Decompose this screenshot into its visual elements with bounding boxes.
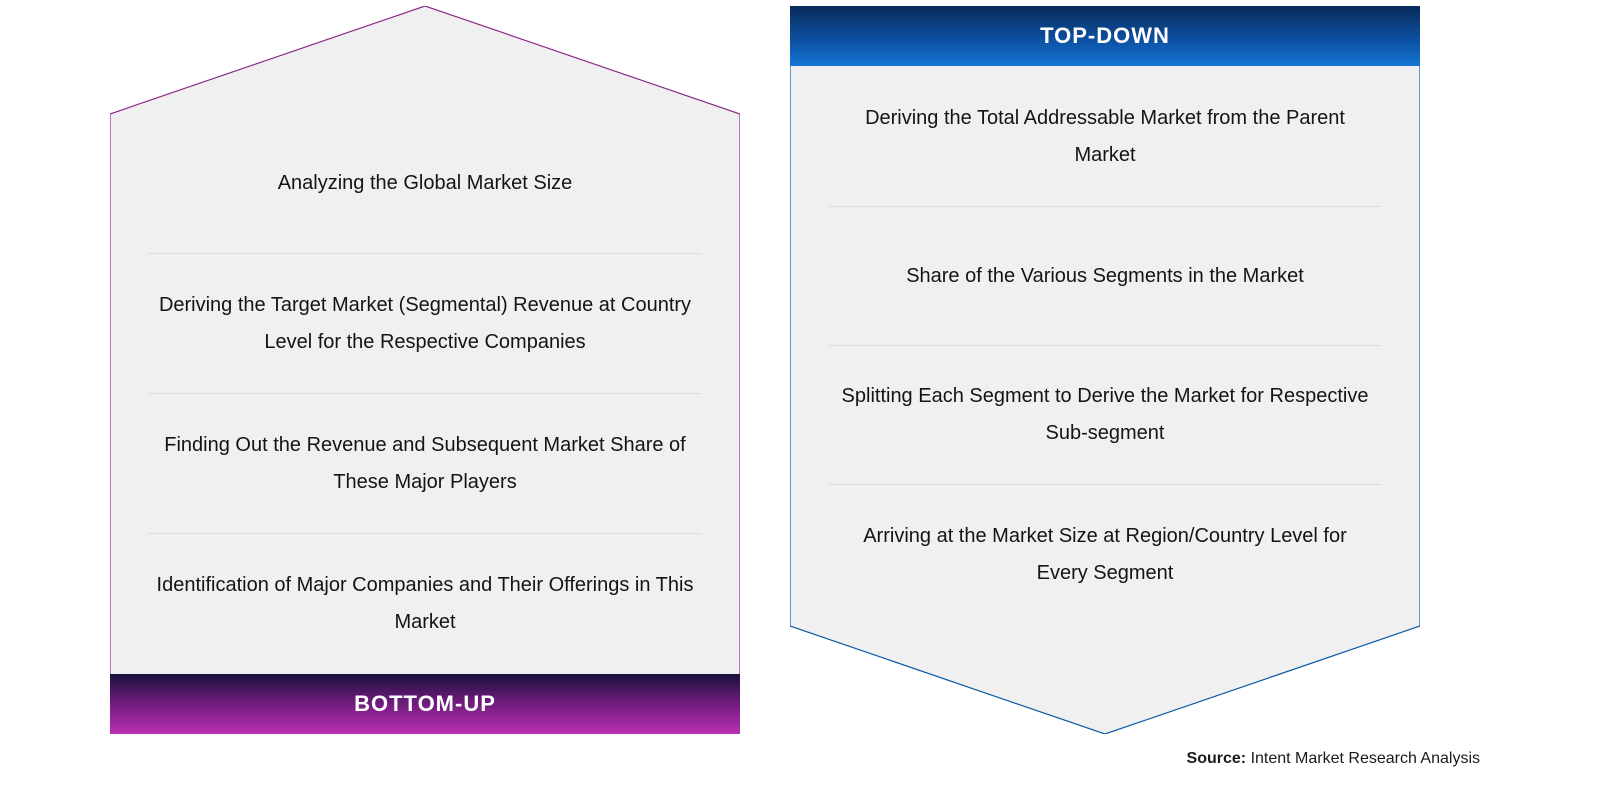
top-down-label: TOP-DOWN: [1040, 23, 1170, 49]
bottom-up-item-text: Finding Out the Revenue and Subsequent M…: [156, 427, 694, 501]
bottom-up-item: Finding Out the Revenue and Subsequent M…: [148, 394, 702, 534]
source-text: Intent Market Research Analysis: [1251, 750, 1480, 767]
bottom-up-label: BOTTOM-UP: [354, 691, 496, 717]
top-down-item: Splitting Each Segment to Derive the Mar…: [828, 346, 1382, 485]
top-down-item-text: Share of the Various Segments in the Mar…: [906, 258, 1304, 295]
diagram-canvas: Analyzing the Global Market Size Derivin…: [0, 0, 1600, 786]
top-down-body: Deriving the Total Addressable Market fr…: [792, 68, 1418, 624]
bottom-up-item-text: Identification of Major Companies and Th…: [156, 567, 694, 641]
top-down-panel: TOP-DOWN Deriving the Total Addressable …: [790, 6, 1420, 734]
bottom-up-item: Identification of Major Companies and Th…: [148, 534, 702, 674]
source-label: Source:: [1187, 750, 1247, 767]
bottom-up-item-text: Deriving the Target Market (Segmental) R…: [156, 287, 694, 361]
top-down-label-bar: TOP-DOWN: [790, 6, 1420, 66]
bottom-up-item: Analyzing the Global Market Size: [148, 114, 702, 254]
bottom-up-label-bar: BOTTOM-UP: [110, 674, 740, 734]
top-down-item-text: Splitting Each Segment to Derive the Mar…: [836, 378, 1374, 452]
top-down-item-text: Deriving the Total Addressable Market fr…: [836, 100, 1374, 174]
top-down-item: Arriving at the Market Size at Region/Co…: [828, 485, 1382, 624]
source-line: Source: Intent Market Research Analysis: [1187, 750, 1480, 768]
top-down-item: Share of the Various Segments in the Mar…: [828, 207, 1382, 346]
bottom-up-body: Analyzing the Global Market Size Derivin…: [112, 114, 738, 674]
top-down-item: Deriving the Total Addressable Market fr…: [828, 68, 1382, 207]
top-down-item-text: Arriving at the Market Size at Region/Co…: [836, 518, 1374, 592]
bottom-up-panel: Analyzing the Global Market Size Derivin…: [110, 6, 740, 734]
bottom-up-item: Deriving the Target Market (Segmental) R…: [148, 254, 702, 394]
bottom-up-item-text: Analyzing the Global Market Size: [278, 165, 573, 202]
